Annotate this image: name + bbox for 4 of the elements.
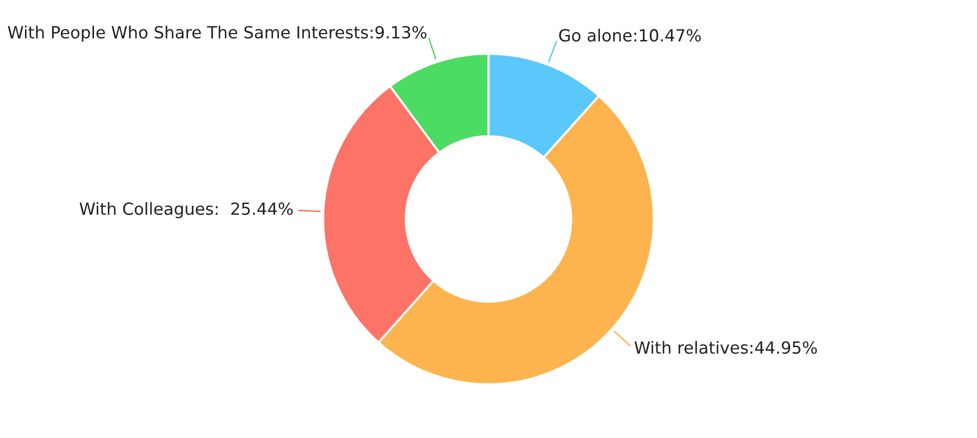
slice-label: Go alone:10.47% (559, 28, 701, 42)
slice-label: With Colleagues: 25.44% (80, 202, 293, 218)
slice-label: With relatives:44.95% (634, 340, 817, 354)
slice-label: With People Who Share The Same Interests:9.13% (8, 26, 426, 42)
